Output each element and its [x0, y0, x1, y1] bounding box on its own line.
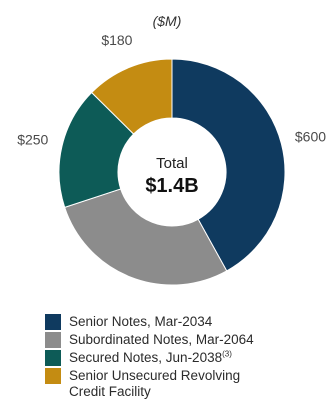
- chart-units-subtitle: ($M): [152, 13, 182, 29]
- slice-value-label: $600: [295, 128, 326, 144]
- slice-value-label: $250: [17, 131, 48, 147]
- legend-label: Secured Notes, Jun-2038(3): [69, 349, 232, 365]
- donut-chart: $600 $400 $250 $180 Total $1.4B: [17, 32, 326, 300]
- center-total-value: $1.4B: [145, 175, 198, 197]
- legend-item: Senior Notes, Mar-2034: [45, 314, 279, 330]
- slice-value-label: $400: [104, 297, 135, 300]
- legend-item: Subordinated Notes, Mar-2064: [45, 332, 279, 348]
- center-total-label: Total: [156, 155, 188, 172]
- donut-hole: [118, 118, 226, 226]
- slice-value-label: $180: [101, 32, 132, 48]
- legend-swatch: [45, 368, 61, 384]
- legend-label: Subordinated Notes, Mar-2064: [69, 332, 254, 347]
- legend-swatch: [45, 350, 61, 366]
- legend: Senior Notes, Mar-2034 Subordinated Note…: [45, 314, 279, 402]
- legend-swatch: [45, 332, 61, 348]
- legend-swatch: [45, 314, 61, 330]
- donut-slice-labels: $600 $400 $250 $180: [17, 32, 326, 300]
- footnote-marker: (3): [222, 349, 232, 359]
- legend-item: Senior Unsecured Revolving Credit Facili…: [45, 368, 279, 400]
- legend-item: Secured Notes, Jun-2038(3): [45, 350, 279, 366]
- legend-label: Senior Notes, Mar-2034: [69, 314, 213, 329]
- legend-label: Senior Unsecured Revolving Credit Facili…: [69, 368, 241, 399]
